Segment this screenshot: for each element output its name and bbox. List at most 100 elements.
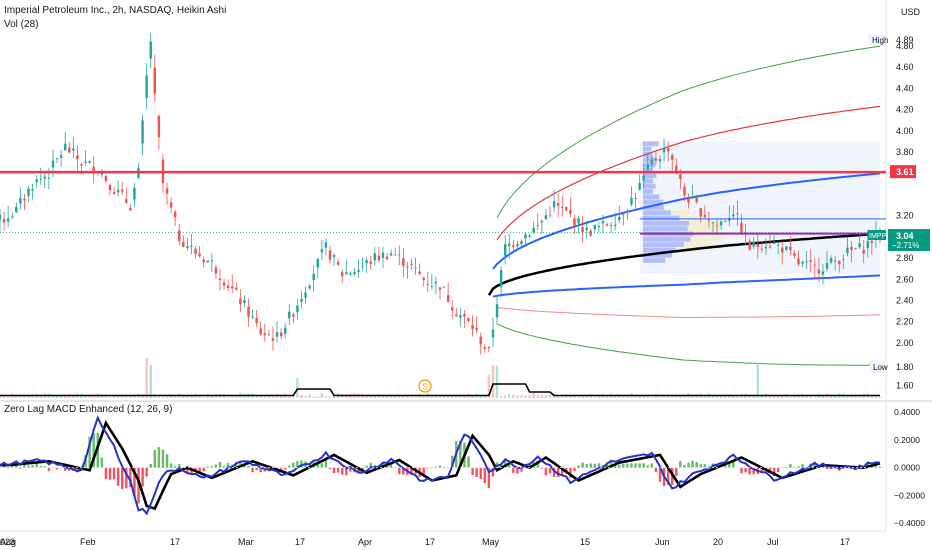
- time-axis-ticks: 023 Feb 17 Mar 17 Apr 17 May 15 Jun 20 Jul 17 Aug: [0, 537, 850, 547]
- candle-body: [251, 316, 254, 318]
- candle-body: [263, 333, 267, 336]
- macd-hist-bar: [300, 460, 303, 468]
- candle-body: [520, 241, 523, 245]
- time-tick-label: 17: [425, 537, 435, 547]
- macd-hist-bar: [361, 467, 364, 471]
- volume-bar: [316, 396, 319, 398]
- candle-body: [275, 332, 279, 337]
- low-label-bg: [870, 361, 886, 373]
- macd-hist-bar: [349, 467, 352, 472]
- macd-hist-bar: [369, 462, 372, 468]
- macd-hist-bar: [813, 461, 817, 468]
- macd-hist-bar: [198, 467, 201, 473]
- macd-hist-bar: [728, 461, 731, 468]
- candle-body: [691, 196, 694, 199]
- event-marker[interactable]: S: [418, 379, 432, 393]
- volume-bar: [776, 395, 780, 398]
- volume-bar: [662, 395, 666, 398]
- time-tick-label: 17: [295, 537, 305, 547]
- profile-bar: [643, 210, 671, 216]
- candle-body: [198, 253, 201, 257]
- candle-body: [618, 216, 621, 221]
- candle-body: [866, 241, 869, 249]
- macd-hist-bar: [801, 464, 804, 468]
- volume-bar: [491, 364, 495, 398]
- volume-bar: [442, 395, 446, 398]
- candle-body: [377, 255, 381, 261]
- volume-bar: [300, 394, 303, 398]
- band-inner-lower: [492, 274, 881, 298]
- macd-hist-bar: [459, 440, 462, 468]
- macd-hist-bar: [145, 467, 148, 477]
- candle-body: [279, 332, 283, 337]
- candle-body: [675, 165, 678, 174]
- macd-hist-bar: [479, 467, 482, 480]
- volume-bar: [638, 395, 641, 398]
- volume-bar: [646, 395, 649, 398]
- macd-hist-bar: [206, 466, 209, 468]
- candle-body: [499, 269, 503, 287]
- volume-bar: [850, 396, 853, 398]
- profile-bar: [643, 258, 666, 263]
- volume-bar: [829, 395, 833, 398]
- volume-bar: [536, 394, 539, 398]
- candle-body: [2, 218, 6, 223]
- high-label-bg: [868, 34, 886, 46]
- volume-bar: [88, 396, 91, 398]
- candle-body: [398, 254, 401, 256]
- volume-bar: [870, 395, 874, 398]
- macd-hist-bar: [491, 467, 495, 477]
- candle-body: [63, 143, 67, 151]
- macd-hist-bar: [589, 463, 592, 468]
- volume-bar: [715, 394, 719, 398]
- volume-bar: [324, 396, 328, 398]
- candle-body: [125, 199, 128, 203]
- volume-bar: [365, 396, 368, 398]
- event-circle[interactable]: [418, 379, 432, 393]
- candle-body: [222, 282, 226, 286]
- candle-body: [740, 222, 743, 234]
- profile-bar: [643, 236, 691, 242]
- macd-hist-bar: [92, 433, 95, 468]
- macd-hist-bar: [687, 462, 690, 468]
- candle-body: [540, 220, 544, 223]
- volume-bar: [703, 396, 707, 398]
- candle-body: [239, 298, 242, 305]
- price-tick-label: 2.00: [896, 338, 914, 348]
- time-tick-label: 17: [170, 537, 180, 547]
- profile-bar: [643, 215, 680, 221]
- macd-hist-bar: [235, 462, 238, 468]
- volume-bar: [190, 395, 193, 398]
- macd-hist-bar: [255, 467, 258, 471]
- candle-body: [259, 328, 262, 335]
- volume-bar: [414, 396, 417, 398]
- volume-bar: [789, 396, 792, 398]
- volume-bar: [711, 394, 715, 398]
- high-label: High: [872, 36, 888, 45]
- macd-hist-bar: [577, 465, 580, 468]
- volume-bar: [732, 396, 735, 398]
- candle-body: [789, 246, 792, 251]
- candle-body: [732, 214, 735, 217]
- volume-bar: [446, 395, 450, 398]
- macd-hist-bar: [561, 467, 564, 476]
- price-tick-label: 2.40: [896, 296, 914, 306]
- macd-hist-bar: [157, 447, 161, 468]
- high-marker: High 4.89: [868, 34, 914, 46]
- candle-body: [646, 164, 649, 170]
- candle-body: [622, 213, 625, 215]
- candle-body: [31, 189, 34, 191]
- volume-bar: [6, 396, 10, 398]
- candle-body: [149, 41, 152, 59]
- macd-hist-bar: [552, 467, 556, 477]
- macd-hist-bar: [324, 459, 328, 468]
- volume-bar: [157, 396, 161, 398]
- ticker-tag-bg: [868, 230, 886, 240]
- low-marker: Low 1.80: [870, 361, 914, 373]
- candle-body: [813, 264, 817, 266]
- volume-bar: [569, 395, 572, 398]
- profile-bar: [643, 247, 676, 253]
- volume-bar: [508, 393, 511, 398]
- macd-hist-bar: [35, 463, 38, 468]
